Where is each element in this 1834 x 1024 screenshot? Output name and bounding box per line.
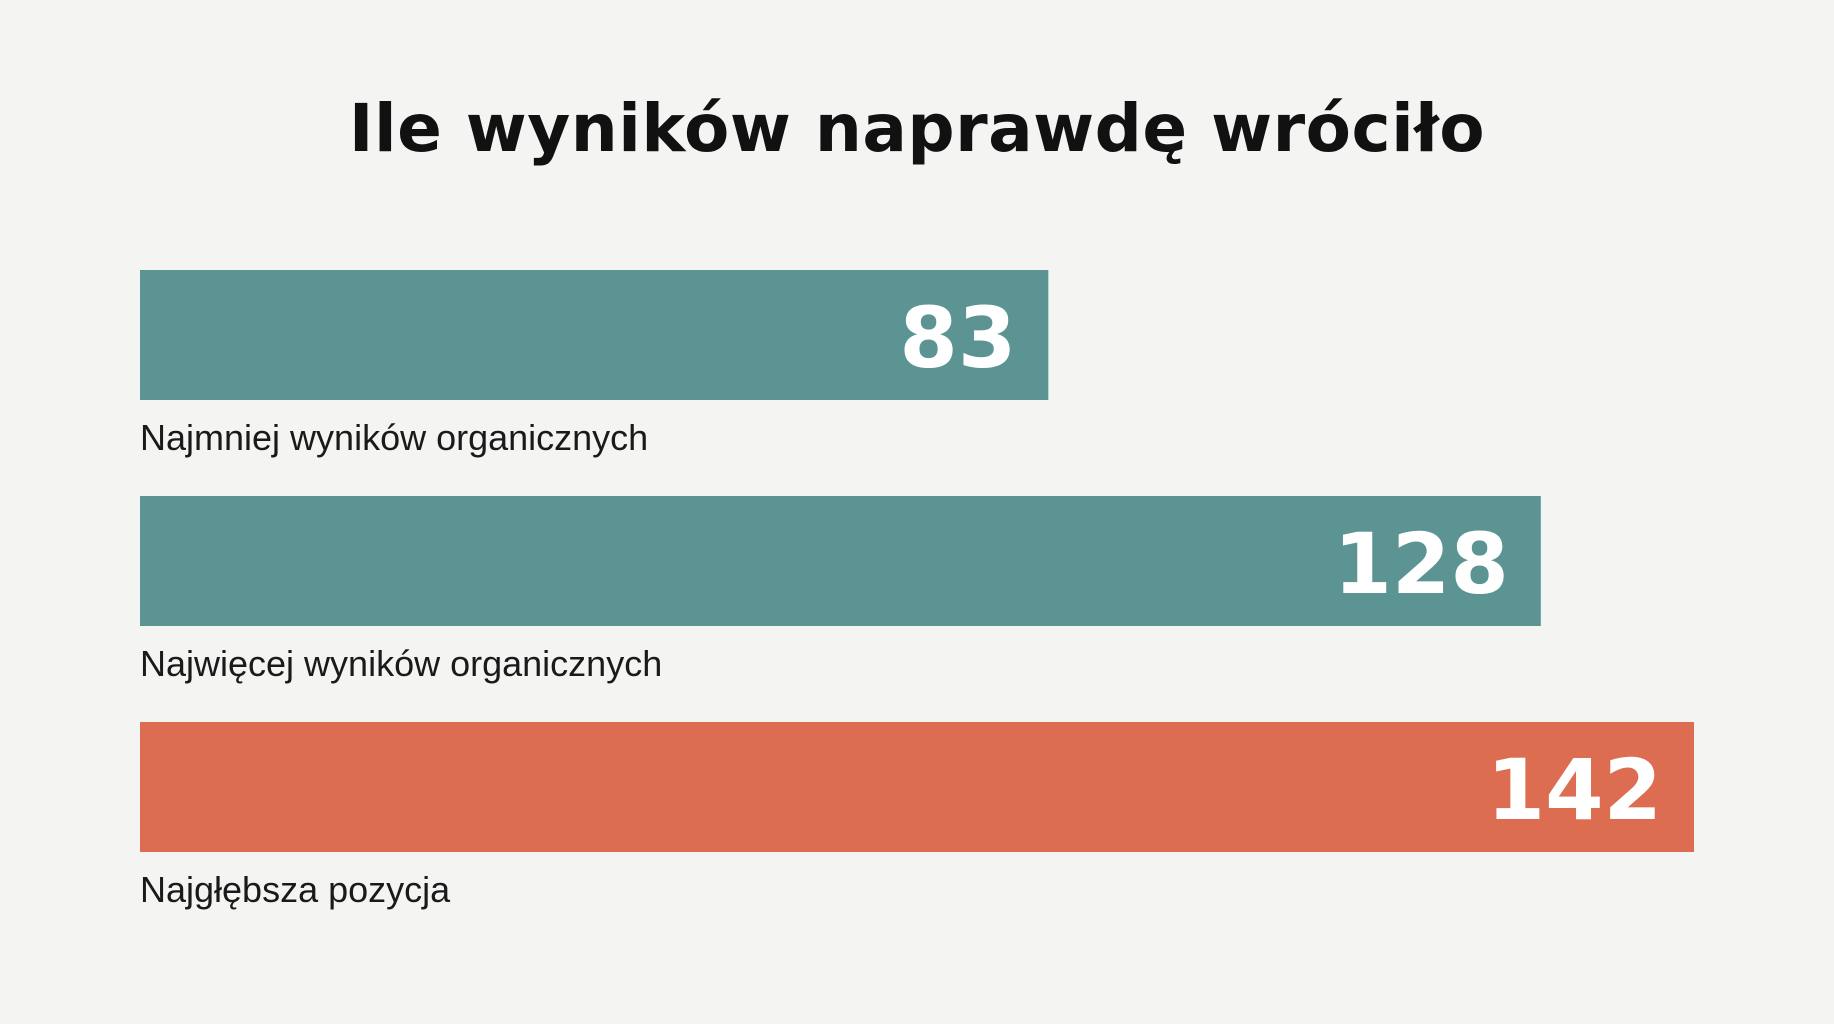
chart-title: Ile wyników naprawdę wróciło — [348, 90, 1486, 167]
bar-1 — [140, 270, 1049, 400]
bar-3 — [140, 722, 1694, 852]
bar-value-label-3: 142 — [1487, 741, 1662, 839]
category-label-3: Najgłębsza pozycja — [140, 869, 451, 910]
category-label-2: Najwięcej wyników organicznych — [140, 643, 662, 684]
bar-value-label-2: 128 — [1333, 515, 1508, 613]
bar-value-label-1: 83 — [899, 289, 1016, 387]
bar-2 — [140, 496, 1541, 626]
category-label-1: Najmniej wyników organicznych — [140, 417, 648, 458]
